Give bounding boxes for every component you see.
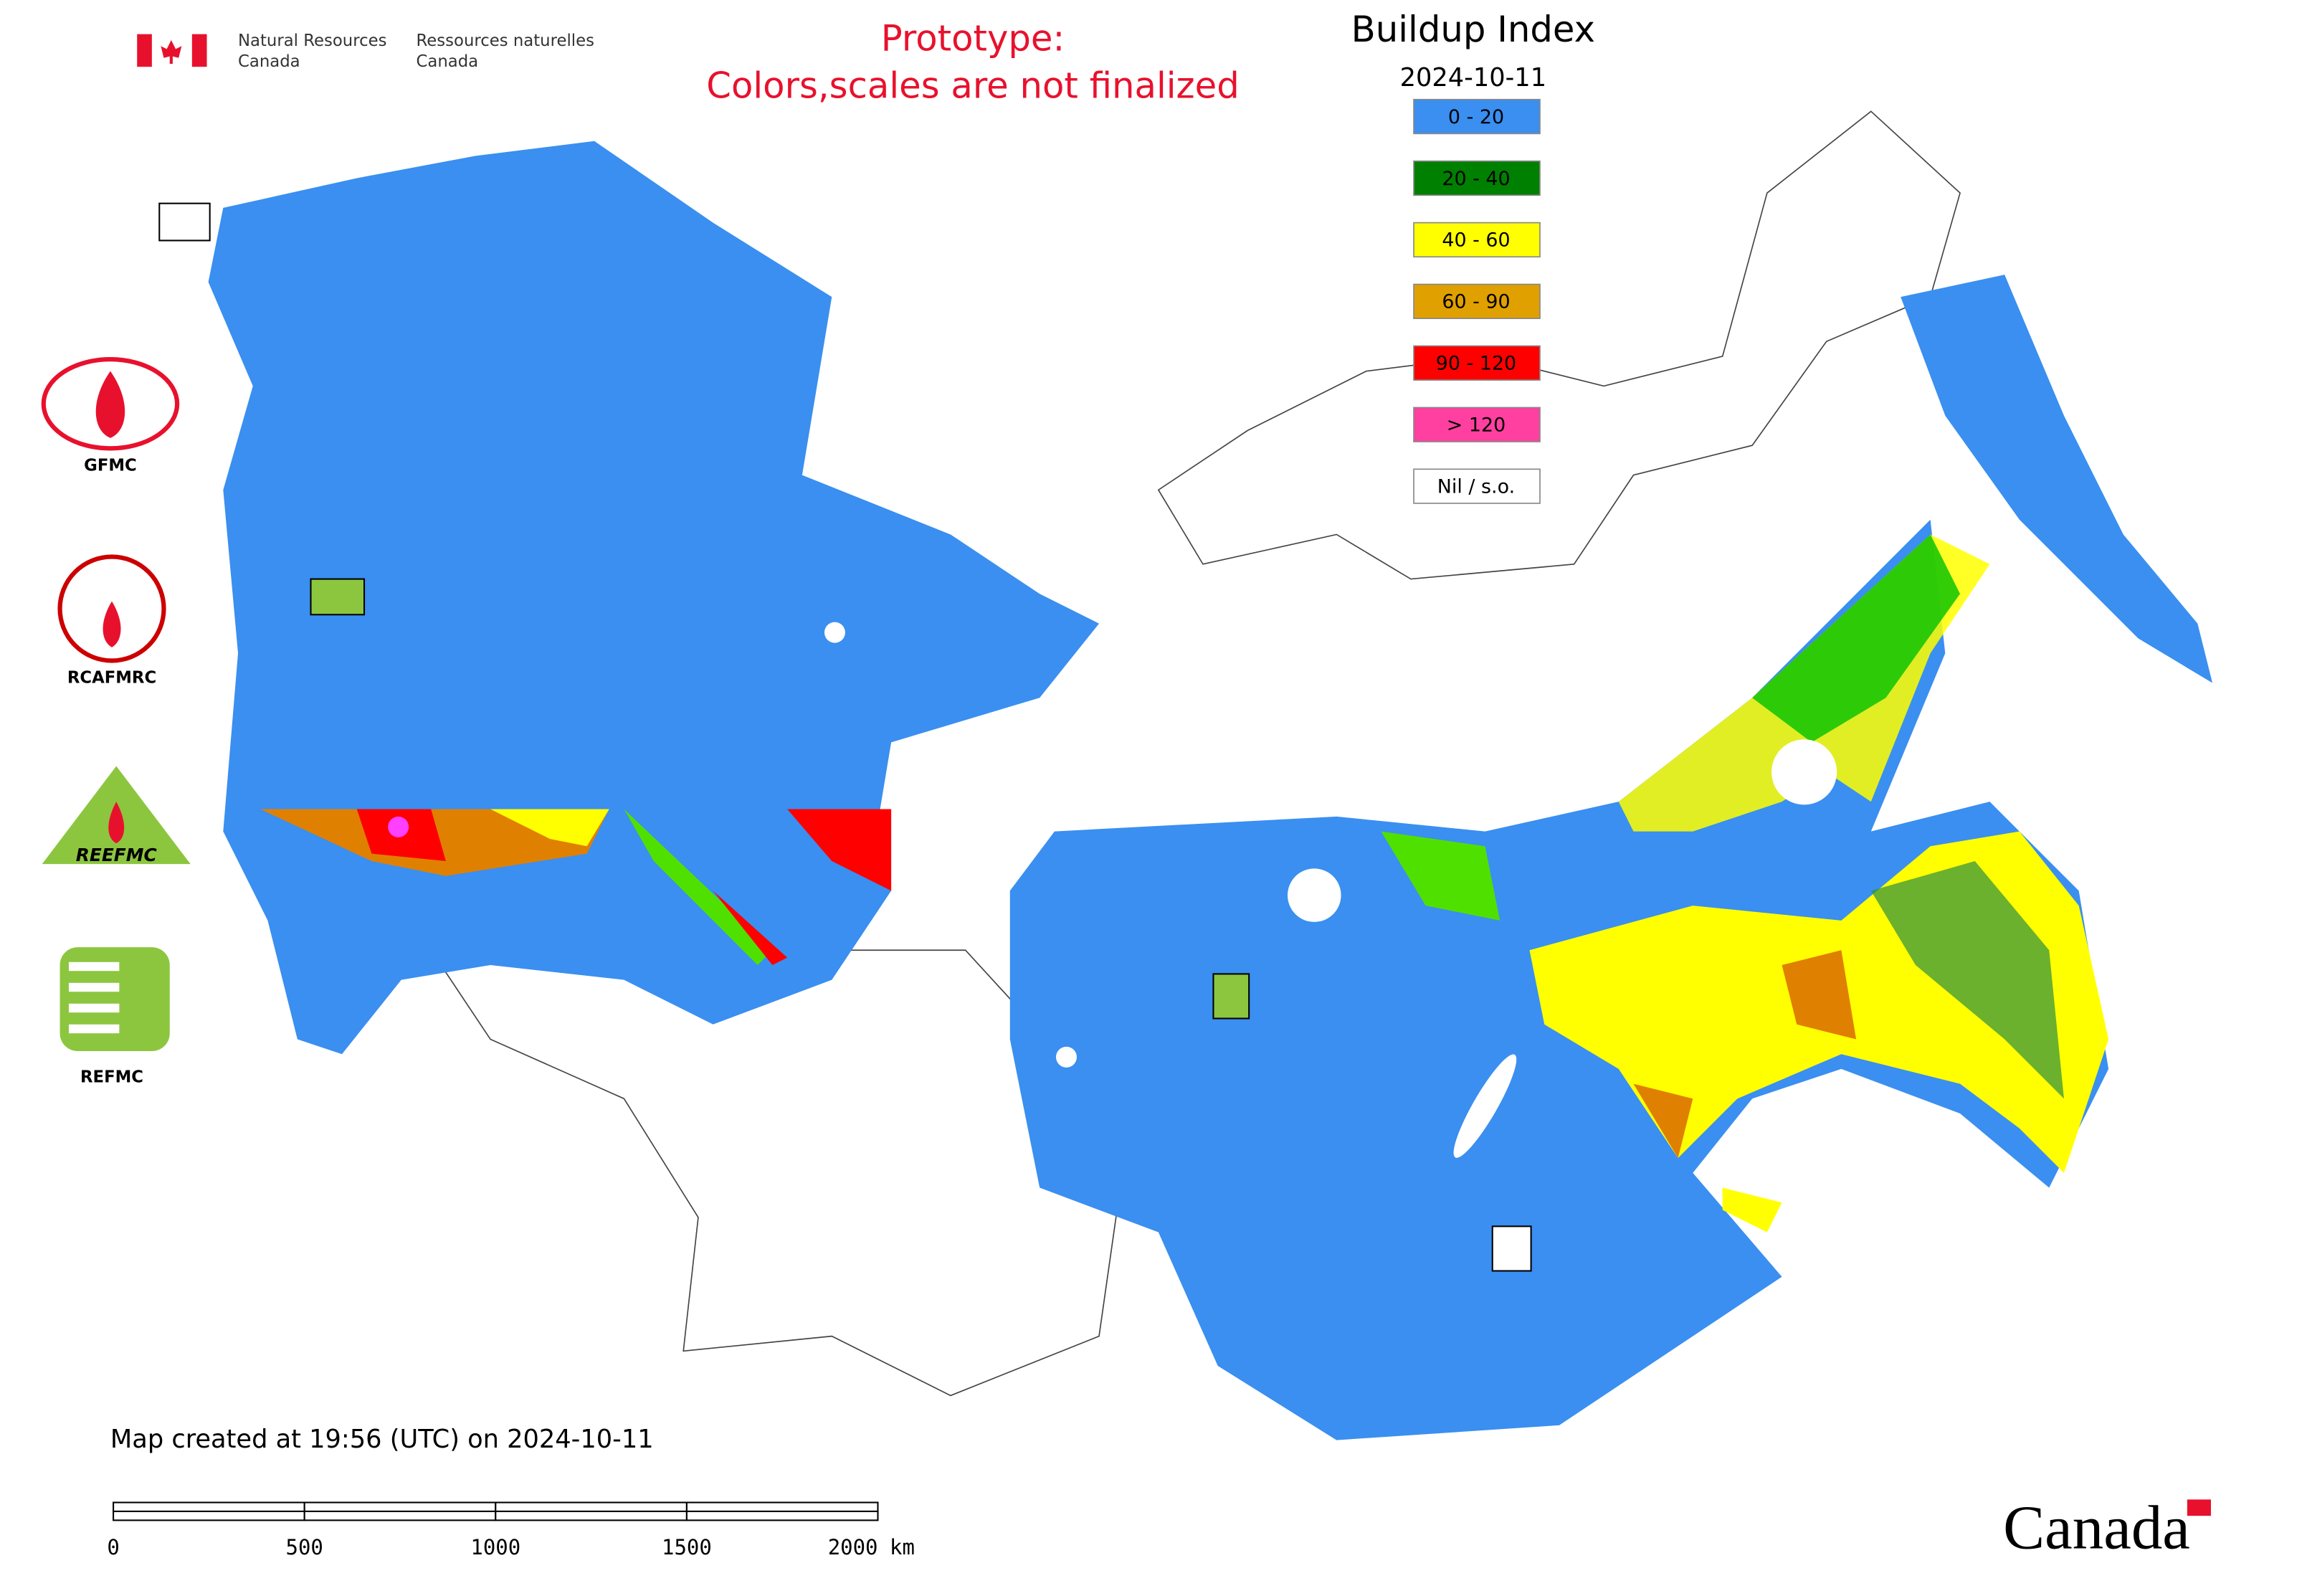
scale-unit: km xyxy=(890,1535,915,1559)
scale-tick-label: 500 xyxy=(286,1535,323,1559)
notice: Colors,scales are not finalized xyxy=(706,65,1239,107)
created-note: Map created at 19:56 (UTC) on 2024-10-11 xyxy=(110,1425,654,1454)
scale-segment xyxy=(685,1501,879,1513)
legend-swatch xyxy=(1413,283,1541,319)
scale-bar: 0 500 1000 1500 2000 km xyxy=(107,1501,915,1559)
scale-tick-label: 2000 xyxy=(828,1535,878,1559)
legend-date: 2024-10-11 xyxy=(1400,63,1547,92)
map-shapes xyxy=(208,110,2213,1440)
scale-segment xyxy=(303,1510,497,1521)
wordmark: Canada xyxy=(2003,1493,2190,1562)
legend-label: 40 - 60 xyxy=(1442,229,1510,252)
legend-swatch xyxy=(1413,222,1541,258)
legend-label: 0 - 20 xyxy=(1448,106,1504,128)
scale-segment xyxy=(495,1510,688,1521)
agency-en: Natural Resources xyxy=(238,32,386,50)
legend: 0 - 20 20 - 40 40 - 60 60 - 90 90 - 120 > 120… xyxy=(1413,98,1541,504)
org-label: GFMC xyxy=(84,456,137,475)
org-label: RCAFMRC xyxy=(67,669,156,688)
scale-segment xyxy=(113,1510,305,1521)
org-logos: GFMC RCAFMRC REEFMC REFMC xyxy=(41,202,1532,1272)
legend-swatch xyxy=(1413,98,1541,135)
org-label: REEFMC xyxy=(76,845,157,865)
legend-swatch xyxy=(1413,407,1541,442)
legend-swatch xyxy=(1413,345,1541,381)
agency-en: Canada xyxy=(238,52,300,71)
legend-label: 20 - 40 xyxy=(1442,168,1510,190)
agency-fr: Ressources naturelles xyxy=(417,32,594,50)
wordmark-flag xyxy=(2187,1499,2211,1516)
scale-tick-label: 1500 xyxy=(662,1535,712,1559)
legend-label: 60 - 90 xyxy=(1442,291,1510,313)
legend-label: Nil / s.o. xyxy=(1437,475,1515,498)
scale-segment xyxy=(685,1510,879,1521)
agency-fr: Canada xyxy=(417,52,479,71)
legend-title: Buildup Index xyxy=(1351,9,1595,50)
scale-tick-label: 1000 xyxy=(470,1535,520,1559)
org-label: REFMC xyxy=(80,1068,143,1087)
legend-swatch xyxy=(1413,468,1541,504)
scale-segment xyxy=(303,1501,497,1513)
flag xyxy=(137,34,207,67)
notice: Prototype: xyxy=(881,17,1065,59)
scale-segment xyxy=(495,1501,688,1513)
legend-label: 90 - 120 xyxy=(1436,353,1516,375)
legend-swatch xyxy=(1413,160,1541,196)
scale-segment xyxy=(113,1501,305,1513)
legend-label: > 120 xyxy=(1447,414,1506,437)
scale-tick-label: 0 xyxy=(107,1535,119,1559)
